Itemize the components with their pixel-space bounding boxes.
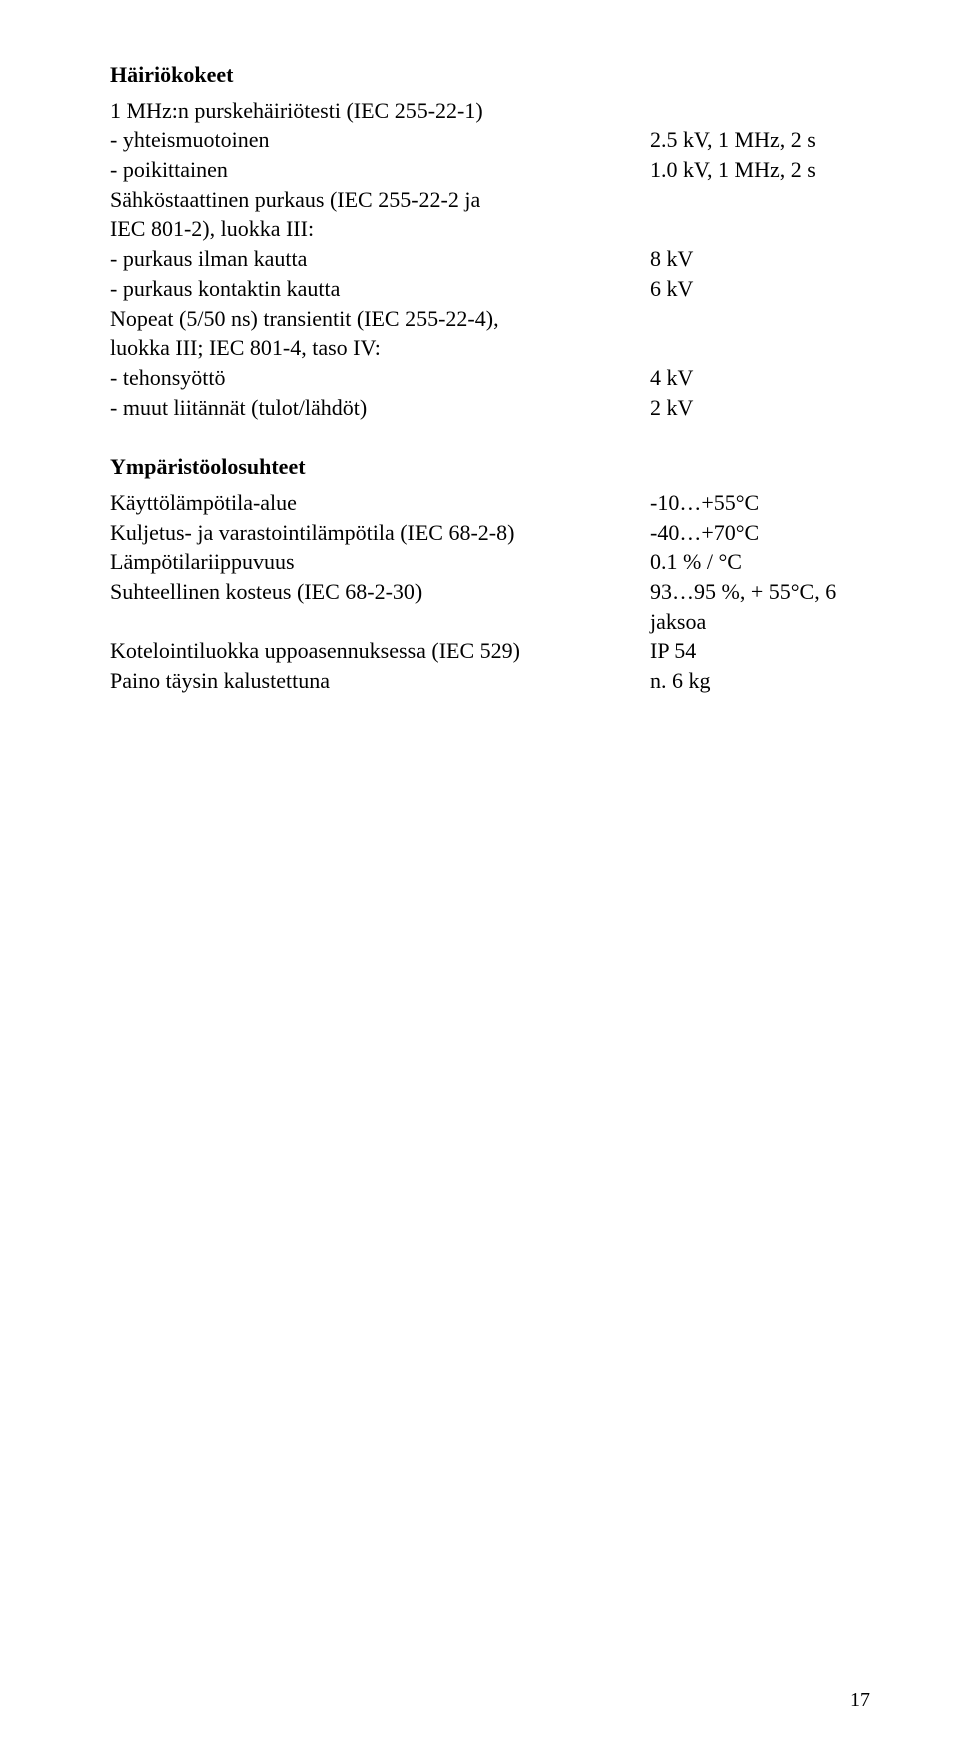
- document-page: Häiriökokeet 1 MHz:n purskehäiriötesti (…: [0, 0, 960, 1754]
- spec-value: 8 kV: [650, 244, 870, 274]
- spec-value: [650, 333, 870, 363]
- spec-label: Sähköstaattinen purkaus (IEC 255-22-2 ja: [110, 185, 650, 215]
- spec-row: Kotelointiluokka uppoasennuksessa (IEC 5…: [110, 636, 870, 666]
- spec-row: Kuljetus- ja varastointilämpötila (IEC 6…: [110, 518, 870, 548]
- spec-label: Paino täysin kalustettuna: [110, 666, 650, 696]
- spec-value: IP 54: [650, 636, 870, 666]
- spec-value: 1.0 kV, 1 MHz, 2 s: [650, 155, 870, 185]
- spec-row: Lämpötilariippuvuus 0.1 % / °C: [110, 547, 870, 577]
- spec-row: Sähköstaattinen purkaus (IEC 255-22-2 ja: [110, 185, 870, 215]
- spec-row: - tehonsyöttö 4 kV: [110, 363, 870, 393]
- spec-row: - muut liitännät (tulot/lähdöt) 2 kV: [110, 393, 870, 423]
- spec-value: n. 6 kg: [650, 666, 870, 696]
- spec-row: luokka III; IEC 801-4, taso IV:: [110, 333, 870, 363]
- spec-row: - purkaus kontaktin kautta 6 kV: [110, 274, 870, 304]
- spec-label: luokka III; IEC 801-4, taso IV:: [110, 333, 650, 363]
- spec-label: - purkaus kontaktin kautta: [110, 274, 650, 304]
- spec-label: - yhteismuotoinen: [110, 125, 650, 155]
- spec-label: - poikittainen: [110, 155, 650, 185]
- spec-row: Käyttölämpötila-alue -10…+55°C: [110, 488, 870, 518]
- spec-label: Kotelointiluokka uppoasennuksessa (IEC 5…: [110, 636, 650, 666]
- spec-row: 1 MHz:n purskehäiriötesti (IEC 255-22-1): [110, 96, 870, 126]
- spec-value: 0.1 % / °C: [650, 547, 870, 577]
- section-gap: [110, 422, 870, 452]
- spec-label: 1 MHz:n purskehäiriötesti (IEC 255-22-1): [110, 96, 650, 126]
- section2-heading: Ympäristöolosuhteet: [110, 452, 870, 482]
- spec-label: - muut liitännät (tulot/lähdöt): [110, 393, 650, 423]
- spec-value: 2.5 kV, 1 MHz, 2 s: [650, 125, 870, 155]
- spec-row: - yhteismuotoinen 2.5 kV, 1 MHz, 2 s: [110, 125, 870, 155]
- spec-value: 6 kV: [650, 274, 870, 304]
- spec-label: Nopeat (5/50 ns) transientit (IEC 255-22…: [110, 304, 650, 334]
- spec-value: [650, 304, 870, 334]
- spec-value: [650, 214, 870, 244]
- spec-value: 2 kV: [650, 393, 870, 423]
- spec-value: 4 kV: [650, 363, 870, 393]
- spec-value: [650, 96, 870, 126]
- spec-row: - purkaus ilman kautta 8 kV: [110, 244, 870, 274]
- spec-label: IEC 801-2), luokka III:: [110, 214, 650, 244]
- page-number: 17: [850, 1689, 870, 1712]
- spec-label: Lämpötilariippuvuus: [110, 547, 650, 577]
- spec-label: Kuljetus- ja varastointilämpötila (IEC 6…: [110, 518, 650, 548]
- spec-row: Paino täysin kalustettuna n. 6 kg: [110, 666, 870, 696]
- spec-row: Suhteellinen kosteus (IEC 68-2-30) 93…95…: [110, 577, 870, 636]
- spec-row: Nopeat (5/50 ns) transientit (IEC 255-22…: [110, 304, 870, 334]
- spec-value: -10…+55°C: [650, 488, 870, 518]
- section1-heading: Häiriökokeet: [110, 60, 870, 90]
- spec-value: [650, 185, 870, 215]
- spec-label: Suhteellinen kosteus (IEC 68-2-30): [110, 577, 650, 636]
- spec-value: -40…+70°C: [650, 518, 870, 548]
- spec-label: - purkaus ilman kautta: [110, 244, 650, 274]
- spec-row: - poikittainen 1.0 kV, 1 MHz, 2 s: [110, 155, 870, 185]
- spec-row: IEC 801-2), luokka III:: [110, 214, 870, 244]
- spec-label: Käyttölämpötila-alue: [110, 488, 650, 518]
- spec-label: - tehonsyöttö: [110, 363, 650, 393]
- spec-value: 93…95 %, + 55°C, 6 jaksoa: [650, 577, 870, 636]
